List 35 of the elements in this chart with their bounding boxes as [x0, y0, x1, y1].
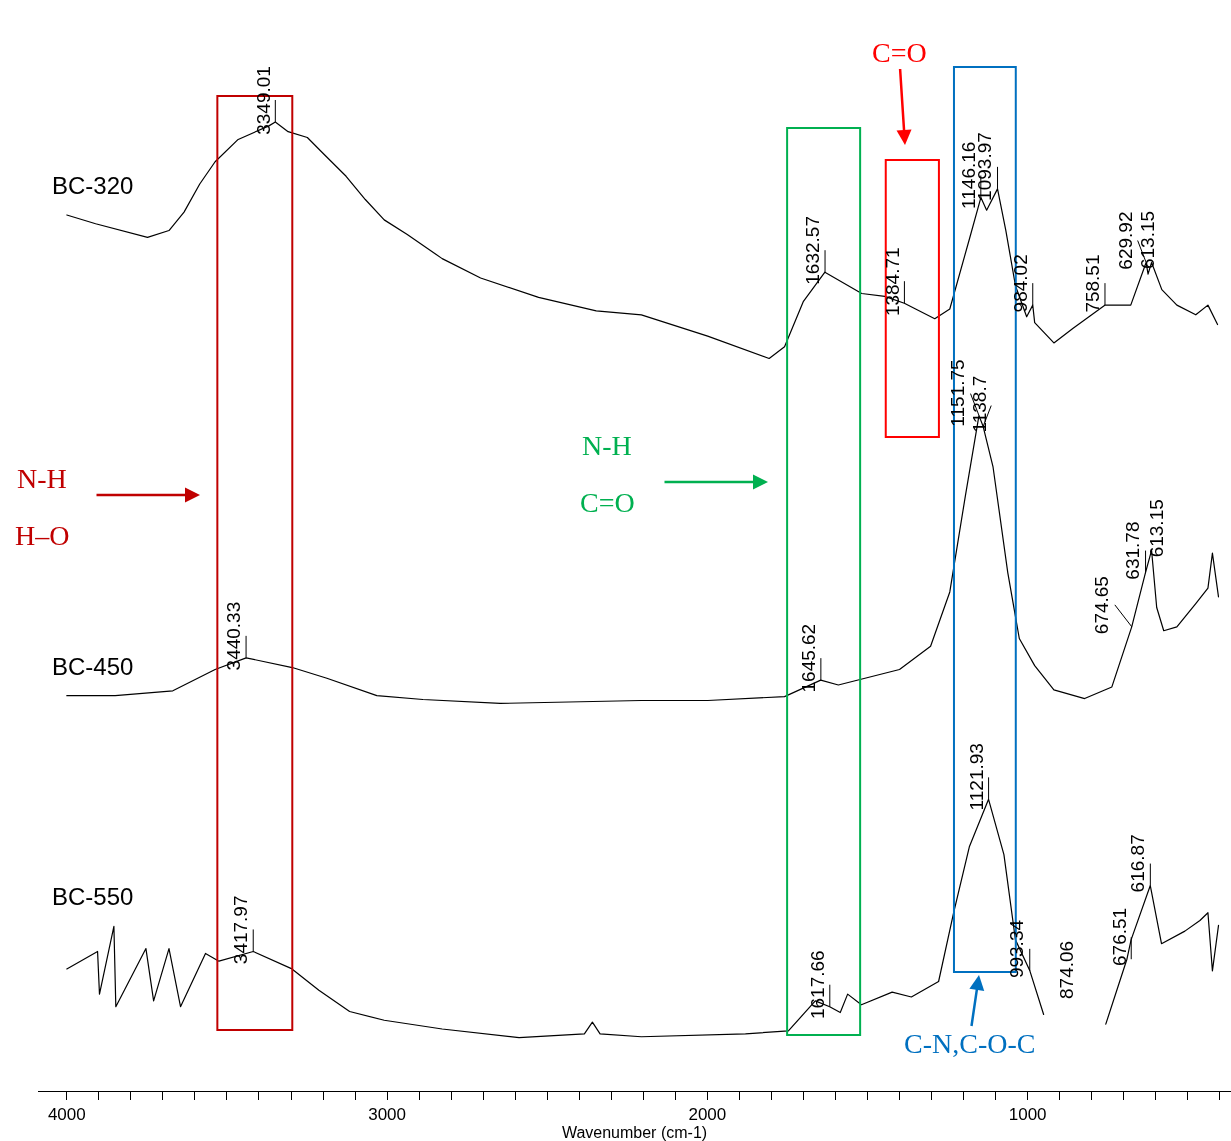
annotation: 1384.71: [881, 247, 903, 317]
series-label: BC-320: [52, 172, 134, 199]
annotation: 1121.93: [965, 743, 987, 811]
annotation: 984.02: [1010, 254, 1032, 313]
annotation: 758.51: [1082, 254, 1104, 313]
annotation: 674.65: [1091, 576, 1113, 635]
annotation: 631.78: [1122, 521, 1144, 580]
x-tick-label: 1000: [1008, 1105, 1047, 1125]
annotation: 1151.75: [947, 359, 969, 427]
annotation: N-H: [582, 430, 632, 461]
annotation: 3417.97: [230, 895, 252, 965]
annotation: 616.87: [1127, 834, 1149, 893]
x-tick-label: 3000: [368, 1105, 406, 1125]
annotation: 1632.57: [802, 216, 824, 285]
annotation: 874.06: [1056, 940, 1077, 999]
annotation: 676.51: [1108, 907, 1130, 966]
annotation: N-H: [17, 463, 67, 494]
annotation: 629.92: [1114, 211, 1136, 270]
annotation: 3440.33: [222, 601, 244, 671]
series-label: BC-550: [52, 883, 134, 910]
x-axis-title: Wavenumber (cm-1): [561, 1124, 708, 1141]
annotation: 613.15: [1137, 210, 1159, 270]
annotation: 3349.01: [252, 66, 274, 135]
series-label: BC-450: [52, 653, 134, 680]
annotation: C=O: [580, 487, 635, 518]
annotation: 993.34: [1006, 919, 1028, 979]
annotation: H–O: [15, 520, 70, 551]
x-tick-label: 2000: [688, 1105, 727, 1125]
text: C=O: [872, 37, 927, 68]
x-tick-label: 4000: [47, 1105, 86, 1125]
annotation: 1138.7: [968, 375, 990, 433]
annotation: 1645.62: [798, 623, 820, 693]
annotation: 613.15: [1145, 499, 1167, 558]
annotation: C-N,C-O-C: [904, 1028, 1036, 1059]
annotation: 1617.66: [806, 950, 828, 1020]
